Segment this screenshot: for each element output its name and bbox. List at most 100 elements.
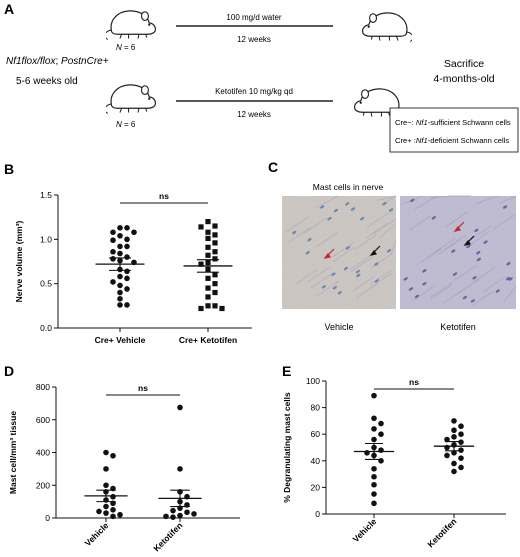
- data-point: [451, 450, 457, 456]
- data-point: [458, 455, 464, 461]
- panel-a-letter: A: [4, 1, 14, 17]
- y-tick-label: 200: [36, 480, 50, 490]
- significance-label: ns: [159, 191, 169, 201]
- arrow-icon: [369, 235, 475, 256]
- data-point: [371, 465, 377, 472]
- data-point: [198, 305, 204, 312]
- red-arrow-icon: [323, 221, 465, 259]
- data-point: [444, 452, 450, 459]
- genotype-label: Nf1flox/flox; PostnCre+: [6, 56, 109, 67]
- data-point: [110, 229, 116, 236]
- y-tick-label: 40: [311, 456, 321, 466]
- data-point: [103, 466, 109, 472]
- x-tick-label: Ketotifen: [425, 516, 458, 549]
- n-ketotifen: N = 6: [116, 120, 136, 129]
- data-point: [110, 493, 116, 500]
- data-point: [117, 243, 123, 250]
- y-tick-label: 1.0: [40, 234, 52, 244]
- micrograph-vehicle: [282, 195, 397, 309]
- y-tick-label: 80: [311, 403, 321, 413]
- data-point: [444, 436, 450, 443]
- data-point: [117, 232, 123, 239]
- mouse-icon-vehicle-start: [106, 10, 157, 41]
- legend-cre-minus: Cre−: Nf1-sufficient Schwann cells: [395, 118, 511, 127]
- data-point: [103, 510, 109, 516]
- mouse-icon-vehicle-end: [361, 12, 412, 43]
- data-point: [124, 236, 130, 243]
- data-point: [212, 232, 218, 238]
- age-label: 5-6 weeks old: [16, 76, 78, 87]
- y-tick-label: 400: [36, 448, 50, 458]
- chart-degranulating-mast-cells: 0 20 40 60 80 100 % Degranulating mast cells Ve…: [282, 376, 506, 549]
- data-point: [371, 500, 377, 507]
- data-point: [371, 436, 377, 443]
- y-tick-label: 20: [311, 482, 321, 492]
- bottom-treatment: Ketotifen 10 mg/kg qd: [215, 87, 293, 96]
- x-tick-label: Cre+ Ketotifen: [179, 335, 237, 345]
- y-tick-label: 0.0: [40, 323, 52, 333]
- data-point: [451, 418, 457, 424]
- data-point: [212, 256, 218, 262]
- panel-b-letter: B: [4, 161, 14, 177]
- panel-c-title: Mast cells in nerve: [313, 182, 384, 192]
- significance-label: ns: [138, 383, 148, 393]
- data-point: [371, 473, 377, 480]
- y-axis-label: % Degranulating mast cells: [282, 392, 292, 503]
- panel-c-letter: C: [268, 159, 278, 175]
- y-tick-label: 1.5: [40, 190, 52, 200]
- data-point: [184, 509, 190, 516]
- data-point: [103, 482, 109, 489]
- data-point: [170, 507, 176, 514]
- y-tick-label: 0: [45, 513, 50, 523]
- panel-c: C Mast cells in nerve Vehicle Ketotifen: [268, 159, 517, 332]
- data-point: [117, 302, 123, 308]
- micrograph-label-ketotifen: Ketotifen: [440, 322, 476, 332]
- data-point: [103, 449, 109, 456]
- sacrifice-label: Sacrifice: [444, 58, 484, 70]
- y-axis-label: Nerve volume (mm³): [14, 220, 24, 302]
- data-point: [163, 513, 169, 520]
- chart-nerve-volume: 0.0 0.5 1.0 1.5 Nerve volume (mm³) Cre+ Vehic…: [14, 190, 252, 345]
- data-point: [177, 404, 183, 411]
- y-tick-label: 800: [36, 382, 50, 392]
- data-point: [103, 503, 109, 510]
- data-point: [212, 240, 218, 246]
- data-point: [212, 249, 218, 255]
- y-tick-label: 60: [311, 429, 321, 439]
- data-point: [205, 219, 211, 225]
- data-point: [205, 275, 211, 281]
- legend-cre-plus: Cre+ :Nf1-deficient Schwann cells: [395, 136, 509, 145]
- data-point: [205, 252, 211, 258]
- y-tick-label: 600: [36, 415, 50, 425]
- bottom-duration: 12 weeks: [237, 110, 271, 119]
- data-point: [124, 286, 130, 292]
- data-point: [205, 244, 211, 250]
- data-point: [371, 481, 377, 488]
- data-point: [117, 250, 123, 257]
- mouse-icon-ketotifen-start: [106, 84, 157, 115]
- data-point: [451, 460, 457, 467]
- panel-e-letter: E: [282, 363, 291, 379]
- significance-label: ns: [409, 377, 419, 387]
- data-point: [378, 431, 384, 438]
- data-point: [458, 464, 464, 471]
- data-point: [110, 248, 116, 255]
- data-point: [117, 225, 123, 231]
- data-point: [212, 223, 218, 229]
- data-point: [117, 511, 123, 518]
- data-point: [124, 268, 130, 275]
- data-point: [205, 285, 211, 291]
- data-point: [371, 415, 377, 422]
- data-point: [371, 426, 377, 432]
- data-point: [458, 431, 464, 438]
- data-point: [451, 427, 457, 434]
- data-point: [212, 281, 218, 287]
- legend-box: [389, 107, 519, 153]
- x-tick-label: Cre+ Vehicle: [95, 335, 146, 345]
- micrograph-ketotifen: [400, 195, 517, 309]
- data-point: [124, 225, 130, 231]
- data-point: [117, 273, 123, 280]
- data-point: [205, 229, 211, 235]
- y-tick-label: 0: [315, 509, 320, 519]
